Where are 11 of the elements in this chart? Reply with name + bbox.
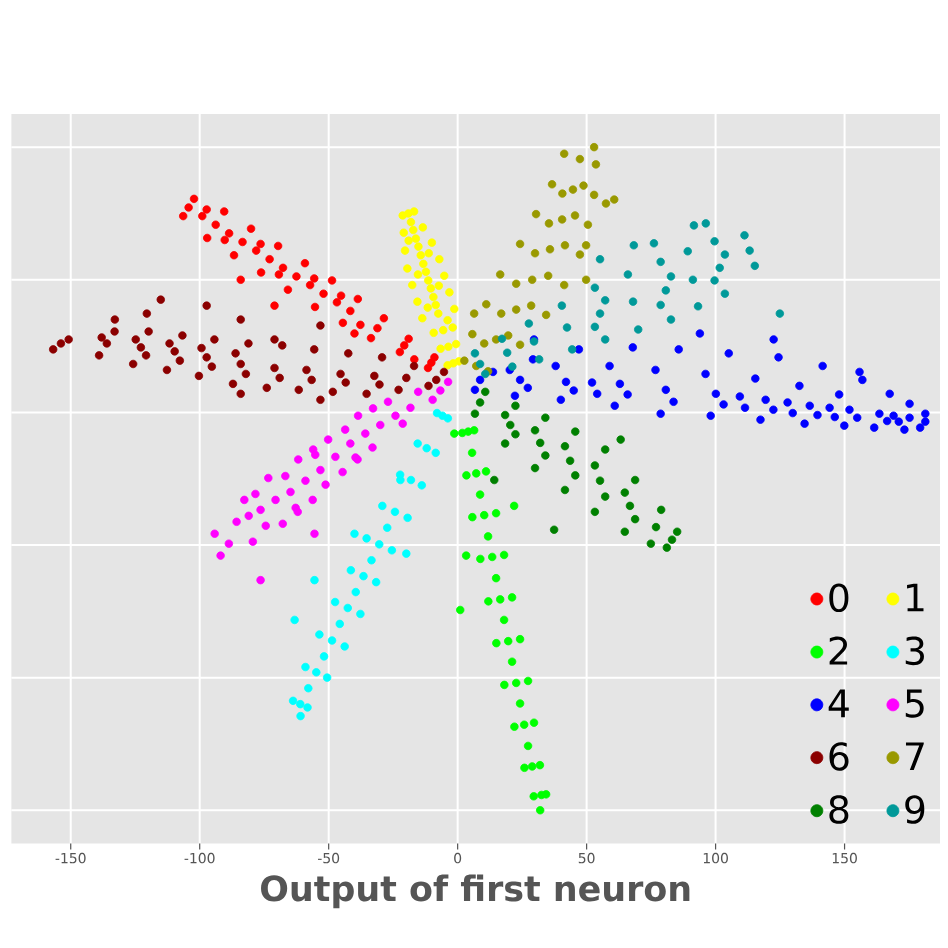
legend-label: 8 (829, 795, 849, 824)
legend-label: 9 (905, 795, 925, 824)
legend-label: 7 (905, 742, 924, 770)
legend-label: 6 (829, 742, 849, 771)
legend-label: 0 (829, 583, 849, 613)
legend-label: 2 (829, 636, 848, 665)
x-axis-title: Output of first neuron (261, 874, 690, 909)
legend-label: 3 (905, 636, 924, 666)
legend-label: 4 (828, 689, 849, 718)
legend-label: 5 (905, 689, 924, 718)
legend-label: 1 (907, 583, 924, 612)
